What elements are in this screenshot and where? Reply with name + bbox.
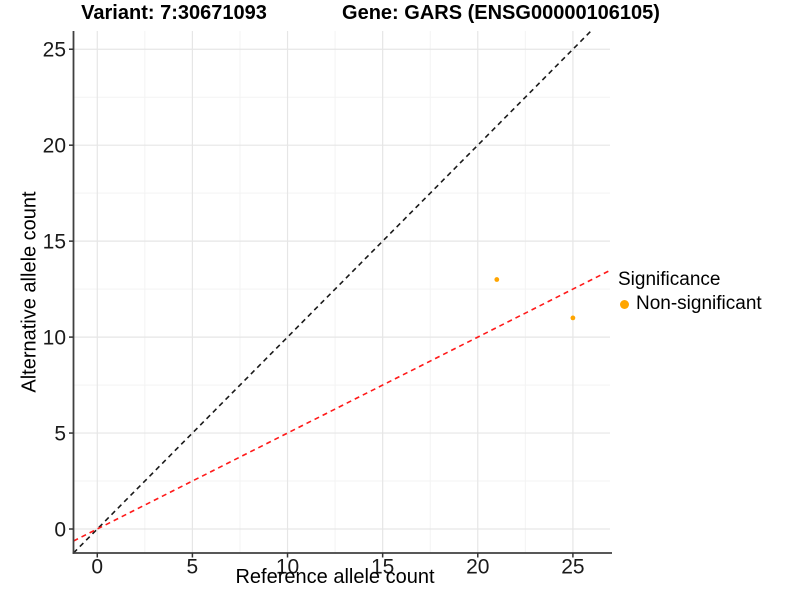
data-point (494, 277, 500, 282)
x-tick-label: 0 (91, 556, 103, 579)
x-tick-label: 25 (561, 556, 584, 579)
gene-title: Gene: GARS (ENSG00000106105) (342, 2, 660, 24)
x-tick-label: 20 (466, 556, 489, 579)
x-tick-label: 5 (187, 556, 199, 579)
y-tick-label: 10 (43, 327, 66, 350)
data-point (570, 315, 576, 321)
legend-title: Significance (618, 269, 721, 290)
y-tick-label: 20 (43, 135, 66, 158)
x-tick-label: 10 (276, 556, 299, 579)
variant-title: Variant: 7:30671093 (81, 2, 267, 24)
y-tick-label: 25 (43, 39, 66, 62)
legend-item: Non-significant (618, 293, 762, 315)
y-tick-label: 0 (54, 519, 66, 542)
y-tick-label: 5 (54, 423, 66, 446)
legend-dot-icon (620, 299, 629, 309)
x-tick-label: 15 (371, 556, 394, 579)
x-axis-title: Reference allele count (235, 566, 435, 588)
identity-line (73, 31, 593, 553)
y-tick-label: 15 (43, 231, 66, 254)
y-axis-title: Alternative allele count (18, 191, 41, 393)
legend: Significance Non-significant (618, 269, 762, 315)
legend-item-label: Non-significant (636, 293, 762, 314)
expected-ratio-line (73, 269, 610, 542)
